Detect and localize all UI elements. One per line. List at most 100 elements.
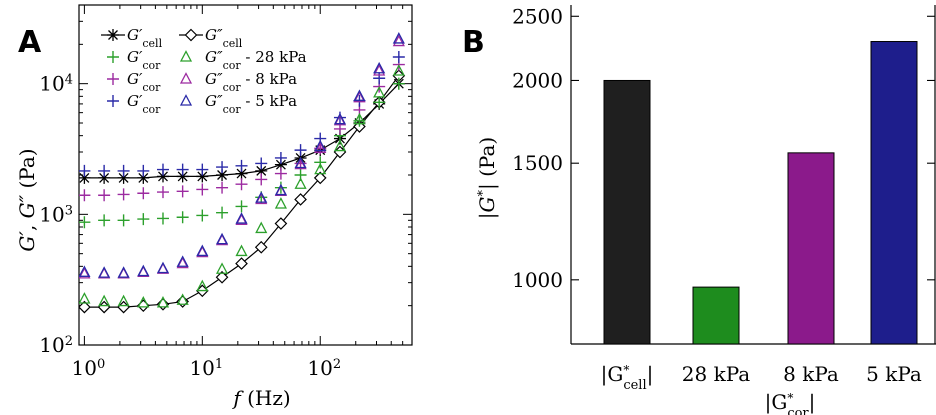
data-point [156,170,169,183]
data-point [98,171,111,184]
legend-text: G″cor - 28 kPa [205,48,307,72]
data-point [117,188,130,201]
data-point [137,171,150,184]
data-point [79,265,91,277]
legend-text: G′cor [127,48,161,72]
data-point [353,112,366,125]
data-point [156,186,169,199]
legend-marker [179,72,193,84]
data-point [137,296,150,308]
legend-marker [107,73,119,85]
data-point [156,261,170,274]
bar-8kpa [787,152,835,345]
data-point [176,185,189,198]
data-point [79,189,91,202]
legend-text: G′cell [127,26,163,50]
data-point [314,162,327,175]
data-point [216,181,229,194]
panel-b-bars [603,41,918,345]
data-point [274,151,287,164]
data-point [215,232,229,245]
data-point [353,89,366,101]
panel-b-y-ticks: 2500 2000 1500 1000 [512,4,935,292]
data-point [117,294,130,307]
legend-g2-cor-5: G″cor - 5 kPa [179,92,297,116]
data-point [196,163,209,176]
panel-a-y-axis-label: G′, G″ (Pa) [15,148,39,251]
data-point [98,164,111,177]
data-point [117,214,130,227]
series-g1_28 [79,77,405,229]
data-point [255,191,268,203]
bar-28kpa [692,286,740,345]
data-point [274,217,288,230]
y-tick-label: 1000 [512,268,563,292]
data-point [117,266,130,278]
data-point [255,221,268,234]
data-point [176,293,189,305]
data-point [294,193,307,206]
data-point [156,212,169,225]
bar-5kpa [870,41,918,345]
panel-a-data [79,32,406,314]
data-point [235,244,248,257]
bar-group-label-cor: |G* cor| [765,390,816,415]
data-point [235,159,248,172]
y-tick-label: 103 [39,202,73,226]
data-point [137,213,150,226]
data-point [176,211,189,224]
data-point [314,139,327,152]
panel-a-label: A [18,25,42,60]
data-point [117,164,130,177]
data-point [216,206,229,219]
x-tick-label: 100 [72,356,106,380]
panel-b-label: B [462,25,485,60]
legend-marker [107,95,119,107]
series-g2_28 [79,64,405,308]
data-point [196,209,209,222]
data-point [196,244,209,257]
legend-marker [179,94,193,106]
data-point [373,61,386,74]
data-point [255,173,268,186]
data-point [373,96,386,109]
panel-b-y-axis-label: |G*| (Pa) [475,137,500,219]
legend-g2-cor-8: G″cor - 8 kPa [179,70,297,94]
legend-g1-cor-8: G′cor [107,70,161,94]
data-point [235,212,248,224]
data-point [79,267,91,279]
data-point [254,240,268,254]
data-point [215,270,229,284]
data-point [274,158,287,171]
bar-label-28kpa: 28 kPa [682,362,750,386]
x-tick-label: 101 [189,356,223,380]
legend-marker [179,50,193,62]
data-point [235,257,248,270]
data-point [137,264,150,277]
data-point [333,112,347,125]
data-point [79,300,91,314]
data-point [333,139,347,152]
data-point [314,156,327,169]
data-point [294,156,307,169]
data-point [216,161,229,174]
data-point [294,144,307,157]
legend-g2-cor-28: G″cor - 28 kPa [179,48,307,72]
panel-a: A 100 101 102 102 103 104 G′, G″ (Pa) f (Hz)… [15,4,413,410]
data-point [274,181,287,194]
y-tick-label: 1500 [512,151,563,175]
data-point [137,187,150,200]
data-point [255,157,268,170]
data-point [235,178,248,191]
data-point [274,167,287,180]
legend-text: G″cor - 5 kPa [205,92,297,116]
data-point [274,183,287,196]
data-point [137,164,150,177]
legend-marker [107,51,119,63]
data-point [196,183,209,196]
data-point [274,197,287,209]
data-point [392,32,405,44]
data-point [313,171,327,185]
legend-text: G″cor - 8 kPa [205,70,297,94]
